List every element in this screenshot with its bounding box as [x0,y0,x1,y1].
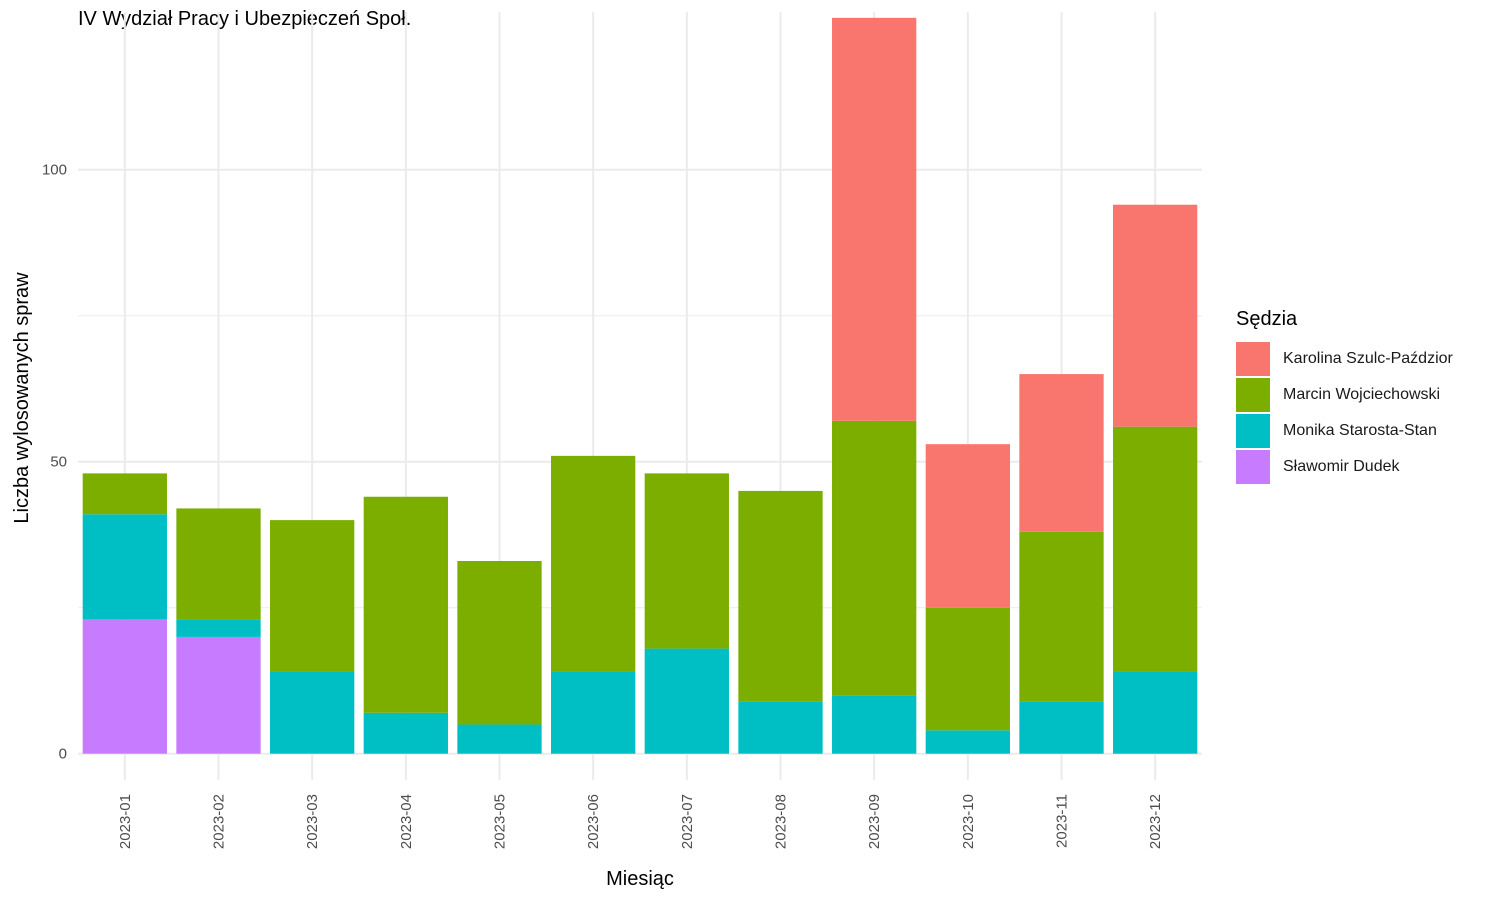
x-tick-label: 2023-01 [117,794,134,849]
bar-segment [551,671,636,754]
bar-segment [551,455,636,672]
legend-swatch [1236,378,1270,412]
legend-label: Karolina Szulc-Paździor [1283,350,1453,367]
legend-item: Marcin Wojciechowski [1236,377,1453,413]
bar-segment [457,724,542,754]
x-tick-label: 2023-07 [679,794,696,849]
bar-segment [1113,204,1198,427]
x-tick-label: 2023-09 [866,794,883,849]
y-tick-labels: 0 50 100 [42,162,67,763]
x-tick-label: 2023-10 [960,794,977,849]
bar-segment [738,701,823,754]
bar-segment [738,490,823,702]
legend: Sędzia Karolina Szulc-Paździor Marcin Woj… [1236,308,1453,485]
bar-segment [925,730,1010,754]
bar-segment [176,636,261,754]
x-tick-label: 2023-02 [211,794,228,849]
bar-segment [176,508,261,620]
legend-label: Monika Starosta-Stan [1283,422,1437,439]
bar-segment [1019,701,1104,754]
bar-segment [82,619,167,754]
legend-item: Karolina Szulc-Paździor [1236,341,1453,377]
bar-segment [1113,671,1198,754]
bar-segment [457,560,542,725]
bar-segment [82,473,167,515]
bars [82,17,1198,754]
bar-segment [1019,531,1104,702]
bar-segment [1019,374,1104,532]
legend-title: Sędzia [1236,308,1298,330]
x-tick-labels: 2023-01 2023-02 2023-03 2023-04 2023-05 2023-… [117,794,1164,849]
legend-item: Sławomir Dudek [1236,449,1453,485]
legend-swatch [1236,414,1270,448]
bar-segment [270,520,355,672]
legend-label: Marcin Wojciechowski [1283,386,1441,403]
legend-swatch [1236,450,1270,484]
bar-segment [82,514,167,620]
bar-segment [644,473,729,649]
bar-segment [363,712,448,754]
legend-swatch [1236,342,1270,376]
bar-segment [176,619,261,637]
bar-segment [1113,426,1198,672]
y-tick-label: 50 [50,454,67,471]
x-tick-label: 2023-12 [1147,794,1164,849]
bar-segment [832,420,917,696]
bar-segment [363,496,448,713]
x-tick-label: 2023-11 [1054,794,1071,848]
x-tick-label: 2023-08 [773,794,790,849]
chart-title: IV Wydział Pracy i Ubezpieczeń Społ. [78,8,412,30]
y-tick-label: 100 [42,162,67,179]
x-tick-label: 2023-06 [585,794,602,849]
bar-segment [270,671,355,754]
bar-segment [832,17,917,421]
bar-segment [925,444,1010,608]
x-tick-label: 2023-03 [304,794,321,849]
x-tick-label: 2023-05 [492,794,509,849]
bar-segment [832,695,917,754]
y-tick-label: 0 [59,746,67,763]
bar-segment [644,648,729,754]
x-tick-label: 2023-04 [398,794,415,849]
x-axis-title: Miesiąc [606,868,674,890]
legend-label: Sławomir Dudek [1283,458,1400,475]
bar-segment [925,607,1010,731]
y-axis-title: Liczba wylosowanych spraw [11,272,33,524]
legend-item: Monika Starosta-Stan [1236,413,1453,449]
